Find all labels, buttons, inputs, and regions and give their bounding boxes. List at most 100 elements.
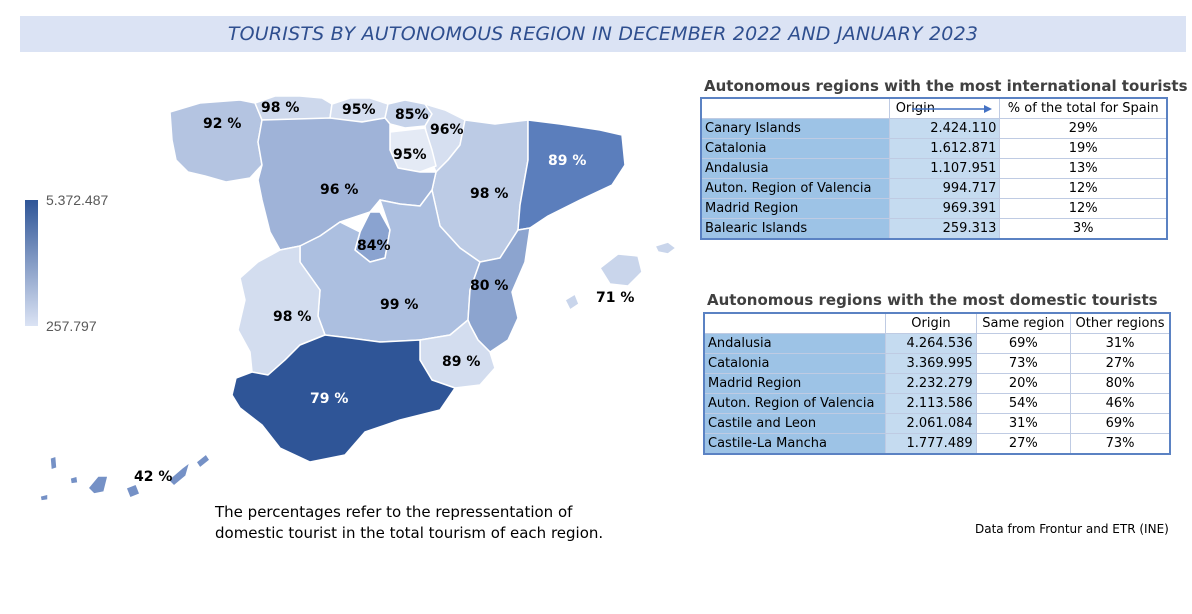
table-row: Auton. Region of Valencia 2.113.586 54% 46% — [703, 393, 1171, 414]
region-murcia[interactable] — [419, 319, 496, 389]
table-cell: 27% — [1070, 353, 1171, 374]
table-row: Andalusia 1.107.951 13% — [700, 158, 1168, 179]
label-asturias: 98 % — [261, 100, 299, 116]
header-cell — [700, 97, 890, 119]
table-cell: 19% — [999, 138, 1168, 159]
header-cell: Other regions — [1070, 312, 1171, 334]
table-cell: Madrid Region — [700, 198, 890, 219]
label-cantabria: 95% — [342, 102, 376, 118]
table-row: Balearic Islands 259.313 3% — [700, 218, 1168, 240]
table-cell: 80% — [1070, 373, 1171, 394]
region-andalusia[interactable] — [231, 334, 456, 463]
label-castile-la-mancha: 99 % — [380, 297, 418, 313]
table-row: Castile-La Mancha 1.777.489 27% 73% — [703, 433, 1171, 455]
label-la-rioja: 95% — [393, 147, 427, 163]
table-row: Catalonia 1.612.871 19% — [700, 138, 1168, 159]
table-row: Catalonia 3.369.995 73% 27% — [703, 353, 1171, 374]
table-cell: 1.612.871 — [888, 138, 1001, 159]
table-cell: Castile-La Mancha — [703, 433, 887, 455]
table-cell: 3% — [999, 218, 1168, 240]
label-extremadura: 98 % — [273, 309, 311, 325]
region-canary-lanzarote[interactable] — [195, 453, 211, 469]
arrow-right-icon — [912, 105, 992, 113]
domestic-table-title: Autonomous regions with the most domesti… — [707, 291, 1158, 309]
region-balearic-menorca[interactable] — [654, 241, 677, 255]
region-canary-tenerife[interactable] — [87, 475, 109, 495]
table-cell: 29% — [999, 118, 1168, 139]
table-cell: 1.777.489 — [885, 433, 977, 455]
international-table: Origin % of the total for Spain Canary I… — [700, 97, 1168, 240]
label-castile-and-leon: 96 % — [320, 182, 358, 198]
table-cell: Balearic Islands — [700, 218, 890, 240]
spain-map: 92 % 98 % 95% 85% 96% 95% 98 % 89 % 96 %… — [39, 95, 677, 502]
page-title: TOURISTS BY AUTONOMOUS REGION IN DECEMBE… — [227, 23, 979, 45]
table-cell: 994.717 — [888, 178, 1001, 199]
table-cell: 2.424.110 — [888, 118, 1001, 139]
table-cell: 27% — [975, 433, 1072, 455]
table-cell: 1.107.951 — [888, 158, 1001, 179]
table-row: Castile and Leon 2.061.084 31% 69% — [703, 413, 1171, 434]
title-bar: TOURISTS BY AUTONOMOUS REGION IN DECEMBE… — [20, 16, 1186, 52]
table-cell: 2.232.279 — [885, 373, 977, 394]
table-cell: 31% — [1070, 333, 1171, 354]
table-cell: 2.113.586 — [885, 393, 977, 414]
table-cell: Madrid Region — [703, 373, 887, 394]
label-madrid: 84% — [357, 238, 391, 254]
table-cell: 31% — [975, 413, 1072, 434]
table-cell: 2.061.084 — [885, 413, 977, 434]
table-cell: 13% — [999, 158, 1168, 179]
label-valencia: 80 % — [470, 278, 508, 294]
table-cell: 3.369.995 — [885, 353, 977, 374]
header-cell — [703, 312, 887, 334]
region-balearic-ibiza[interactable] — [564, 293, 580, 311]
region-galicia[interactable] — [169, 99, 263, 183]
table-cell: 73% — [975, 353, 1072, 374]
label-galicia: 92 % — [203, 116, 241, 132]
table-row: Canary Islands 2.424.110 29% — [700, 118, 1168, 139]
table-cell: 69% — [975, 333, 1072, 354]
table-cell: Auton. Region of Valencia — [703, 393, 887, 414]
table-row: Auton. Region of Valencia 994.717 12% — [700, 178, 1168, 199]
table-row: Andalusia 4.264.536 69% 31% — [703, 333, 1171, 354]
table-cell: Andalusia — [703, 333, 887, 354]
table-cell: 12% — [999, 198, 1168, 219]
table-cell: 969.391 — [888, 198, 1001, 219]
table-cell: Castile and Leon — [703, 413, 887, 434]
table-cell: 46% — [1070, 393, 1171, 414]
region-canary-la-palma[interactable] — [49, 455, 58, 471]
table-cell: 54% — [975, 393, 1072, 414]
label-balearic-islands: 71 % — [596, 290, 634, 306]
table-cell: 12% — [999, 178, 1168, 199]
region-catalonia[interactable] — [517, 119, 626, 231]
header-cell: Origin — [885, 312, 977, 334]
legend-max-value: 5.372.487 — [46, 192, 109, 208]
table-cell: Canary Islands — [700, 118, 890, 139]
label-canary-islands: 42 % — [134, 469, 172, 485]
table-cell: 259.313 — [888, 218, 1001, 240]
region-canary-fuerteventura[interactable] — [167, 461, 191, 487]
table-cell: 4.264.536 — [885, 333, 977, 354]
table-row: Madrid Region 2.232.279 20% 80% — [703, 373, 1171, 394]
region-canary-el-hierro[interactable] — [39, 493, 49, 502]
international-table-title: Autonomous regions with the most interna… — [704, 77, 1188, 95]
source-note: Data from Frontur and ETR (INE) — [975, 522, 1169, 536]
table-header-row: Origin Same region Other regions — [703, 312, 1171, 334]
table-row: Madrid Region 969.391 12% — [700, 198, 1168, 219]
footnote: The percentages refer to the repressenta… — [215, 503, 604, 542]
table-cell: Auton. Region of Valencia — [700, 178, 890, 199]
table-cell: Andalusia — [700, 158, 890, 179]
region-balearic-mallorca[interactable] — [599, 253, 643, 287]
table-cell: 69% — [1070, 413, 1171, 434]
table-cell: 73% — [1070, 433, 1171, 455]
label-catalonia: 89 % — [548, 153, 586, 169]
region-canary-gran-canaria[interactable] — [125, 483, 141, 499]
region-canary-la-gomera[interactable] — [69, 475, 79, 485]
table-cell: Catalonia — [703, 353, 887, 374]
table-cell: 20% — [975, 373, 1072, 394]
label-andalusia: 79 % — [310, 391, 348, 407]
header-cell: Same region — [975, 312, 1072, 334]
domestic-table: Origin Same region Other regions Andalus… — [703, 312, 1171, 455]
header-cell: % of the total for Spain — [999, 97, 1168, 119]
label-murcia: 89 % — [442, 354, 480, 370]
label-basque-country: 85% — [395, 107, 429, 123]
